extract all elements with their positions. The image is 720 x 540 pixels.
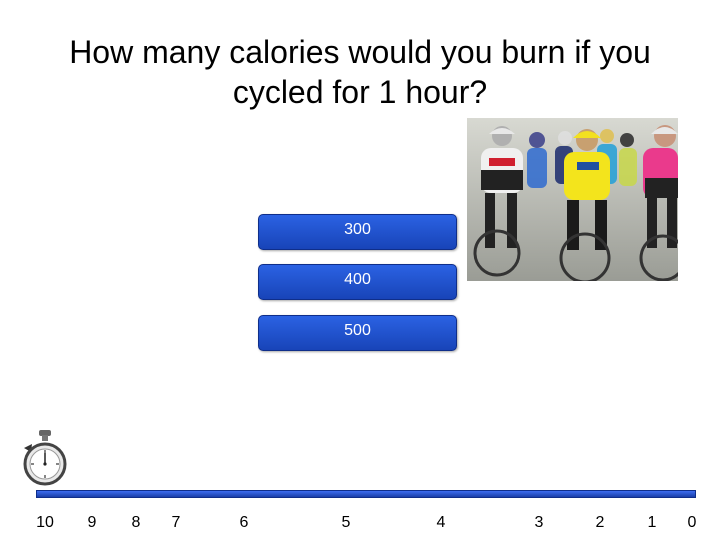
- timer-tick: 7: [171, 514, 181, 531]
- question-line-2: cycled for 1 hour?: [232, 74, 488, 110]
- timer-tick: 5: [341, 514, 351, 531]
- answer-option-1[interactable]: 300: [258, 214, 457, 250]
- timer-tick: 8: [131, 514, 141, 531]
- question-title: How many calories would you burn if you …: [0, 32, 720, 112]
- timer-tick: 3: [534, 514, 544, 531]
- timer-tick: 6: [239, 514, 249, 531]
- countdown-timeline-bar: [36, 490, 696, 498]
- timer-tick: 10: [36, 514, 54, 531]
- answer-option-3[interactable]: 500: [258, 315, 457, 351]
- timer-tick: 9: [87, 514, 97, 531]
- timer-tick: 1: [647, 514, 657, 531]
- answer-option-2[interactable]: 400: [258, 264, 457, 300]
- timer-tick: 4: [436, 514, 446, 531]
- question-line-1: How many calories would you burn if you: [69, 34, 651, 70]
- cyclists-photo: [467, 118, 678, 281]
- timer-tick: 0: [687, 514, 697, 531]
- timer-tick: 2: [595, 514, 605, 531]
- stopwatch-icon: [22, 428, 70, 490]
